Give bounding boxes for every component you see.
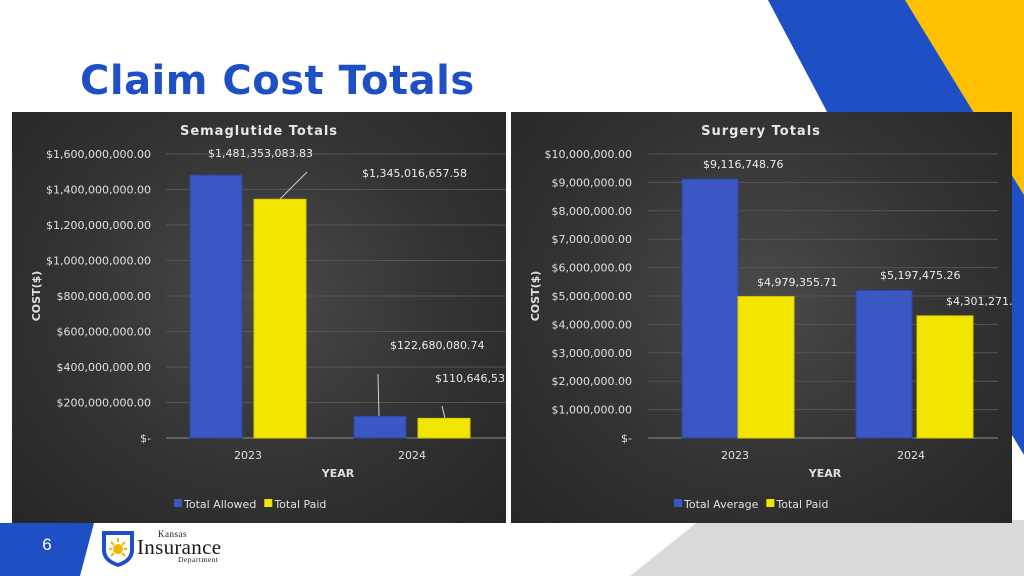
legend-entry: Total Paid — [775, 498, 828, 511]
legend-swatch — [674, 499, 682, 507]
kansas-shield-icon — [102, 531, 134, 567]
x-axis-label: YEAR — [808, 467, 842, 480]
bar — [681, 178, 739, 439]
legend-entry: Total Average — [683, 498, 759, 511]
y-tick-label: $10,000,000.00 — [545, 148, 632, 161]
data-label: $4,979,355.71 — [757, 276, 837, 289]
y-tick-label: $1,000,000.00 — [552, 404, 632, 417]
bar — [737, 296, 795, 439]
data-label: $5,197,475.26 — [880, 269, 960, 282]
y-tick-label: $3,000,000.00 — [552, 347, 632, 360]
semaglutide-chart-panel: Semaglutide Totals $- $200,000,000.00 $400,… — [12, 112, 506, 523]
x-axis-label: YEAR — [321, 467, 355, 480]
y-tick-label: $1,400,000,000.00 — [46, 184, 151, 197]
y-axis-label: COST($) — [30, 271, 43, 322]
y-tick-label: $9,000,000.00 — [552, 176, 632, 189]
data-label: $110,646,537.85 — [435, 372, 506, 385]
y-tick-label: $1,600,000,000.00 — [46, 148, 151, 161]
bar — [916, 315, 974, 439]
data-label: $9,116,748.76 — [703, 158, 783, 171]
x-tick-label: 2024 — [398, 449, 426, 462]
leader-line — [441, 405, 446, 419]
bar — [855, 289, 913, 439]
leader-line — [279, 171, 308, 200]
logo-text-kansas: Kansas — [158, 529, 187, 539]
y-tick-label: $4,000,000.00 — [552, 318, 632, 331]
bar — [189, 174, 243, 439]
page-title: Claim Cost Totals — [80, 58, 475, 104]
y-tick-label: $800,000,000.00 — [57, 290, 151, 303]
leader-line — [377, 373, 380, 417]
y-tick-label: $- — [621, 432, 632, 445]
legend-swatch — [174, 499, 182, 507]
y-tick-label: $- — [140, 432, 151, 445]
x-tick-label: 2023 — [234, 449, 262, 462]
y-tick-label: $5,000,000.00 — [552, 290, 632, 303]
logo-text-insurance: Insurance — [137, 535, 222, 559]
y-tick-label: $1,000,000,000.00 — [46, 255, 151, 268]
x-tick-label: 2023 — [721, 449, 749, 462]
legend-entry: Total Allowed — [183, 498, 256, 511]
data-label: $4,301,271.68 — [946, 295, 1012, 308]
chart-title: Surgery Totals — [701, 124, 821, 139]
bar — [253, 198, 307, 439]
bar — [353, 415, 407, 439]
y-tick-label: $600,000,000.00 — [57, 326, 151, 339]
logo-text-department: Department — [178, 555, 219, 564]
y-tick-label: $1,200,000,000.00 — [46, 219, 151, 232]
bar — [417, 417, 471, 439]
data-label: $122,680,080.74 — [390, 339, 484, 352]
legend-swatch — [264, 499, 273, 507]
grey-corner-shape — [630, 520, 1024, 576]
y-tick-label: $8,000,000.00 — [552, 205, 632, 218]
legend-swatch — [766, 499, 775, 507]
y-tick-label: $6,000,000.00 — [552, 262, 632, 275]
y-tick-label: $200,000,000.00 — [57, 397, 151, 410]
data-label: $1,345,016,657.58 — [362, 167, 467, 180]
page-number: 6 — [42, 535, 52, 554]
y-tick-label: $7,000,000.00 — [552, 233, 632, 246]
blue-corner-shape — [0, 523, 94, 576]
y-tick-label: $400,000,000.00 — [57, 361, 151, 374]
y-axis-label: COST($) — [529, 271, 542, 322]
data-label: $1,481,353,083.83 — [208, 147, 313, 160]
y-tick-label: $2,000,000.00 — [552, 375, 632, 388]
legend-entry: Total Paid — [273, 498, 326, 511]
surgery-chart: Surgery Totals $- $1,000,000.00 $2,000,000.… — [529, 124, 1012, 511]
x-tick-label: 2024 — [897, 449, 925, 462]
chart-title: Semaglutide Totals — [180, 124, 338, 139]
surgery-chart-panel: Surgery Totals $- $1,000,000.00 $2,000,000.… — [511, 112, 1012, 523]
semaglutide-chart: Semaglutide Totals $- $200,000,000.00 $400,… — [30, 124, 506, 511]
